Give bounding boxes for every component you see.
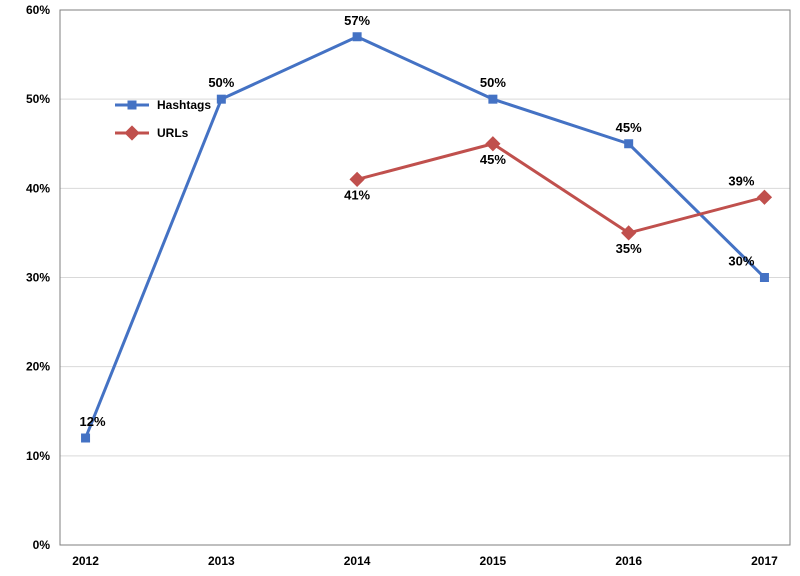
series-marker-hashtags xyxy=(489,95,497,103)
x-axis-tick-label: 2012 xyxy=(72,554,99,568)
y-axis-tick-label: 40% xyxy=(26,181,50,195)
y-axis-tick-label: 60% xyxy=(26,3,50,17)
data-label: 30% xyxy=(728,254,754,269)
data-label: 45% xyxy=(480,152,506,167)
data-label: 39% xyxy=(728,173,754,188)
x-axis-tick-label: 2014 xyxy=(344,554,371,568)
data-label: 12% xyxy=(80,414,106,429)
legend-label: URLs xyxy=(157,126,189,140)
y-axis-tick-label: 50% xyxy=(26,92,50,106)
x-axis-tick-label: 2016 xyxy=(615,554,642,568)
y-axis-tick-label: 0% xyxy=(33,538,51,552)
data-label: 35% xyxy=(616,241,642,256)
data-label: 41% xyxy=(344,187,370,202)
series-marker-hashtags xyxy=(82,434,90,442)
y-axis-tick-label: 10% xyxy=(26,449,50,463)
x-axis-tick-label: 2013 xyxy=(208,554,235,568)
chart-container: 0% 10% 20% 30% 40% 50% 60% 2012 2013 2014 2015 2016… xyxy=(0,0,800,576)
legend-swatch-marker xyxy=(128,101,136,109)
series-marker-hashtags xyxy=(217,95,225,103)
data-label: 50% xyxy=(480,75,506,90)
data-label: 45% xyxy=(616,120,642,135)
y-axis-tick-label: 20% xyxy=(26,360,50,374)
data-label: 57% xyxy=(344,13,370,28)
line-chart: 0% 10% 20% 30% 40% 50% 60% 2012 2013 2014 2015 2016… xyxy=(0,0,800,576)
series-marker-hashtags xyxy=(760,274,768,282)
x-axis-tick-label: 2017 xyxy=(751,554,778,568)
x-axis-tick-label: 2015 xyxy=(480,554,507,568)
series-marker-hashtags xyxy=(353,33,361,41)
series-marker-hashtags xyxy=(625,140,633,148)
data-label: 50% xyxy=(208,75,234,90)
y-axis-tick-label: 30% xyxy=(26,271,50,285)
legend-label: Hashtags xyxy=(157,98,211,112)
